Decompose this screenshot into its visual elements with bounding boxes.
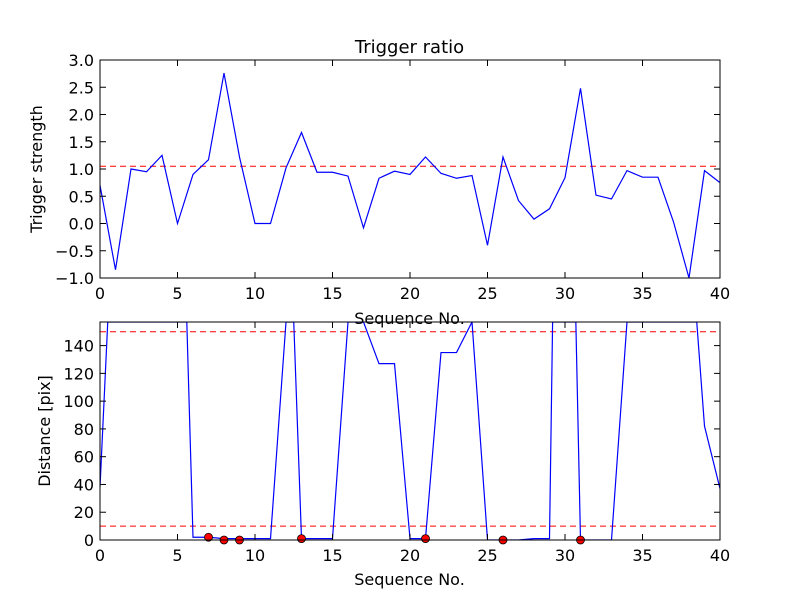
y-tick-label: 2.5 <box>69 78 94 97</box>
x-tick-label: 25 <box>477 284 497 303</box>
x-tick-label: 10 <box>245 546 265 565</box>
x-tick-label: 30 <box>555 546 575 565</box>
x-tick-label: 20 <box>400 546 420 565</box>
data-point-marker <box>421 534 430 544</box>
x-tick-label: 25 <box>477 546 497 565</box>
x-tick-label: 0 <box>95 284 105 303</box>
distance-plot-area: 0 5 10 15 20 25 30 35 40 0 20 40 60 80 100 120 140 <box>63 321 730 565</box>
x-tick-label: 40 <box>710 284 730 303</box>
data-point-marker <box>297 534 306 544</box>
chart-title: Trigger ratio <box>354 37 464 58</box>
series-line <box>100 72 720 278</box>
y-tick-label: 60 <box>74 448 94 467</box>
x-axis-label: Sequence No. <box>354 570 465 589</box>
x-tick-label: 5 <box>172 546 182 565</box>
y-tick-label: −0.5 <box>55 242 94 261</box>
x-axis-label: Sequence No. <box>354 309 465 328</box>
y-tick-label: 0 <box>84 531 94 550</box>
y-axis-label: Distance [pix] <box>35 375 54 487</box>
y-tick-label: 100 <box>63 392 94 411</box>
x-tick-label: 35 <box>632 546 652 565</box>
y-tick-label: −1.0 <box>55 269 94 288</box>
x-tick-label: 15 <box>322 284 342 303</box>
y-tick-label: 3.0 <box>69 51 94 70</box>
x-tick-label: 5 <box>172 284 182 303</box>
data-point-marker <box>204 532 213 542</box>
y-tick-label: 120 <box>63 364 94 383</box>
y-tick-label: 40 <box>74 475 94 494</box>
distance-chart: 0 5 10 15 20 25 30 35 40 0 20 40 60 80 100 120 140 Seque… <box>35 321 730 589</box>
x-tick-label: 40 <box>710 546 730 565</box>
x-tick-label: 20 <box>400 284 420 303</box>
y-tick-label: 1.0 <box>69 160 94 179</box>
trigger-ratio-plot-area: 0 5 10 15 20 25 30 35 40 −1.0 −0.5 0.0 0.5 1.0 1.5 2.0 2… <box>55 51 730 303</box>
y-axis-label: Trigger strength <box>27 105 46 234</box>
y-tick-label: 0.0 <box>69 215 94 234</box>
x-tick-label: 30 <box>555 284 575 303</box>
y-tick-label: 140 <box>63 337 94 356</box>
trigger-ratio-chart: Trigger ratio 0 5 10 15 20 25 30 35 40 −1.0 −0.5 0.… <box>27 37 730 328</box>
plot-data <box>100 72 720 278</box>
x-tick-label: 10 <box>245 284 265 303</box>
y-tick-label: 0.5 <box>69 187 94 206</box>
y-tick-label: 1.5 <box>69 133 94 152</box>
x-tick-label: 0 <box>95 546 105 565</box>
x-tick-label: 15 <box>322 546 342 565</box>
y-tick-label: 2.0 <box>69 106 94 125</box>
y-tick-label: 80 <box>74 420 94 439</box>
x-tick-label: 35 <box>632 284 652 303</box>
y-tick-label: 20 <box>74 503 94 522</box>
